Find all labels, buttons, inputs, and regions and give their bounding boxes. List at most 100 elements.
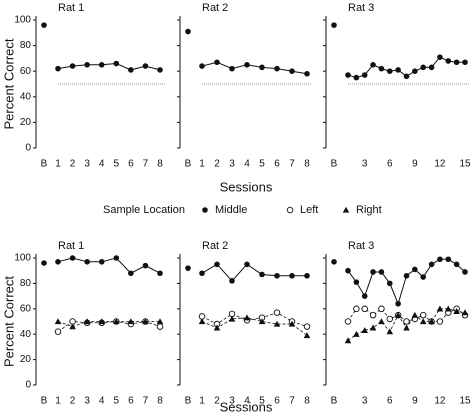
marker (113, 60, 120, 67)
x-tick-label: 4 (244, 159, 250, 170)
marker (353, 305, 360, 313)
x-tick-label: 7 (143, 159, 149, 170)
marker (403, 324, 410, 331)
y-tick-label: 20 (20, 354, 32, 365)
panel-title: Rat 3 (348, 240, 374, 252)
x-tick-label: 7 (143, 396, 149, 407)
x-tick-label: 5 (259, 396, 265, 407)
marker (353, 330, 360, 337)
marker (214, 261, 220, 268)
marker (437, 54, 443, 60)
marker (437, 256, 443, 263)
marker (370, 269, 376, 275)
x-tick-label: 9 (412, 396, 418, 407)
x-tick-label: 3 (362, 159, 368, 170)
marker (331, 22, 337, 28)
legend-marker (286, 206, 294, 214)
marker (128, 67, 134, 73)
marker (436, 305, 444, 312)
y-axis-label: Percent Correct (1, 38, 16, 129)
y-tick-label: 40 (20, 91, 32, 102)
marker (331, 259, 337, 265)
marker (273, 309, 281, 316)
marker (274, 65, 280, 72)
panel-title: Rat 1 (58, 2, 84, 14)
marker (69, 63, 76, 69)
marker (453, 261, 460, 268)
marker (386, 280, 393, 287)
marker (412, 266, 418, 273)
marker (386, 328, 394, 335)
baseline-label: B (41, 396, 48, 407)
marker (403, 73, 410, 80)
marker (419, 311, 427, 319)
y-tick-label: 60 (20, 66, 32, 77)
marker (361, 72, 368, 78)
x-tick-label: 3 (362, 396, 368, 407)
marker (445, 256, 452, 263)
x-tick-label: 4 (99, 396, 105, 407)
marker (243, 314, 251, 321)
marker (259, 271, 265, 278)
x-tick-label: 1 (55, 159, 61, 170)
marker (142, 318, 149, 325)
marker (112, 318, 120, 325)
marker (244, 62, 250, 68)
marker (213, 324, 221, 331)
marker (378, 305, 385, 313)
legend-title: Sample Location (103, 204, 185, 216)
marker (274, 272, 280, 279)
marker (157, 270, 163, 277)
marker (127, 318, 135, 325)
marker (199, 270, 205, 277)
marker (344, 318, 352, 325)
marker (345, 72, 351, 78)
marker (386, 315, 394, 323)
marker (142, 63, 149, 69)
marker (369, 311, 377, 319)
marker (361, 327, 369, 334)
x-tick-label: 6 (387, 396, 393, 407)
x-tick-label: 4 (99, 159, 105, 170)
marker (370, 62, 376, 68)
x-tick-label: 2 (214, 396, 220, 407)
marker (258, 318, 266, 325)
x-tick-label: 5 (114, 396, 120, 407)
x-axis-label: Sessions (220, 179, 273, 194)
x-tick-label: 3 (229, 159, 235, 170)
x-tick-label: 6 (387, 159, 393, 170)
x-axis-label: Sessions (220, 399, 273, 414)
marker (403, 318, 410, 325)
marker (228, 315, 236, 322)
marker (214, 59, 220, 66)
marker (157, 67, 163, 73)
x-tick-label: 5 (259, 159, 265, 170)
y-tick-label: 60 (20, 303, 32, 314)
x-tick-label: 7 (289, 396, 295, 407)
marker (436, 318, 444, 325)
x-tick-label: 6 (128, 159, 134, 170)
y-tick-label: 0 (25, 380, 31, 391)
y-tick-label: 80 (20, 40, 32, 51)
x-tick-label: 15 (459, 159, 471, 170)
marker (84, 62, 90, 68)
legend-label: Left (300, 204, 318, 216)
x-tick-label: 3 (84, 159, 90, 170)
x-tick-label: 12 (434, 396, 446, 407)
x-tick-label: 4 (244, 396, 250, 407)
y-tick-label: 0 (25, 143, 31, 154)
marker (445, 58, 452, 64)
x-tick-label: 2 (70, 396, 76, 407)
marker (156, 318, 164, 325)
marker (55, 65, 61, 72)
legend-label: Middle (215, 204, 247, 216)
marker (378, 318, 385, 325)
marker (369, 324, 377, 331)
marker (378, 269, 385, 275)
marker (41, 260, 47, 266)
marker (98, 62, 105, 68)
marker (303, 323, 311, 330)
marker (185, 265, 191, 271)
x-tick-label: 8 (157, 396, 163, 407)
